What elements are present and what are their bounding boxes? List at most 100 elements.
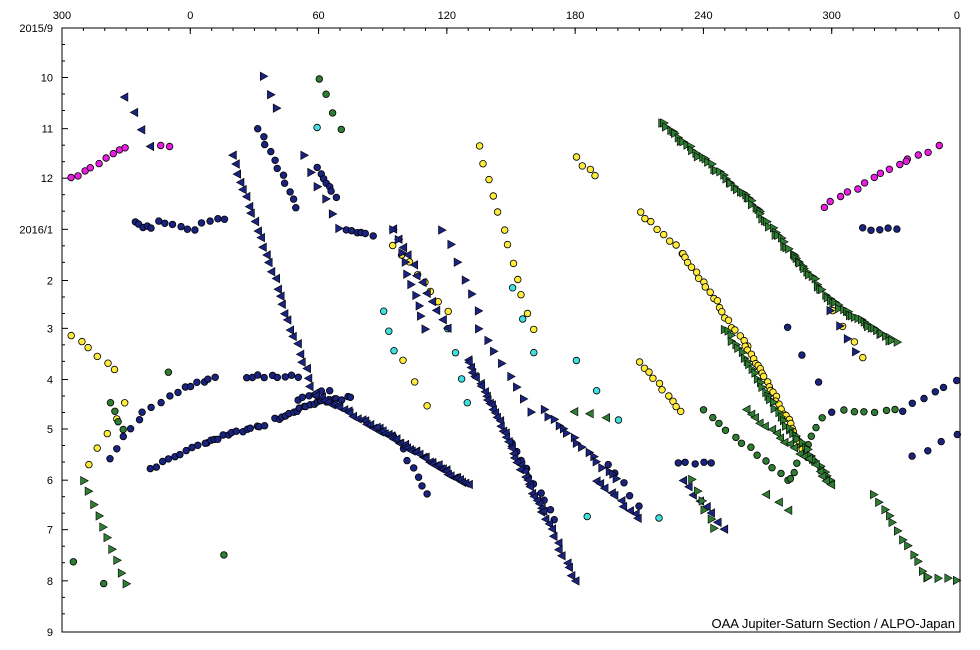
green-circle-point [99, 579, 108, 588]
yellow-circle-point [475, 142, 484, 150]
navy-triangle-left-point [507, 443, 516, 453]
navy-circle-point [152, 463, 161, 471]
yellow-circle-point [683, 258, 692, 267]
green-triangle-right-point [914, 556, 923, 567]
navy-triangle-left-point [464, 357, 473, 367]
navy-triangle-left-point [529, 491, 539, 502]
navy-triangle-right-point [447, 239, 457, 250]
navy-triangle-left-point [712, 517, 722, 528]
yellow-circle-point [78, 337, 86, 346]
navy-triangle-left-point [238, 184, 247, 195]
y-tick-label: 2 [47, 275, 53, 287]
navy-triangle-left-point [232, 169, 241, 179]
navy-triangle-left-point [273, 284, 282, 295]
cyan-circle-point [530, 348, 538, 357]
yellow-circle-point [718, 308, 726, 316]
yellow-circle-point [93, 352, 101, 361]
green-circle-point [747, 443, 755, 451]
navy-circle-point [798, 351, 806, 359]
navy-triangle-left-point [706, 508, 715, 518]
yellow-circle-point [658, 386, 666, 394]
yellow-circle-point [724, 316, 733, 324]
green-triangle-right-point [661, 122, 671, 132]
yellow-circle-point [93, 444, 101, 452]
axes-layer: 300 0 60 120 180 240 300 0 2015/9 10 11 12 2016/1 2 3 4… [19, 10, 961, 639]
green-triangle-right-point [899, 535, 908, 545]
navy-triangle-left-point [398, 242, 408, 253]
navy-circle-point [783, 323, 792, 331]
y-tick-label: 12 [41, 173, 53, 185]
navy-triangle-left-point [520, 466, 530, 477]
green-triangle-right-point [710, 523, 719, 534]
green-triangle-left-point [783, 505, 793, 516]
yellow-circle-point [85, 460, 93, 469]
navy-triangle-left-point [496, 421, 505, 432]
navy-circle-point [273, 164, 281, 173]
navy-triangle-right-point [475, 324, 484, 334]
green-triangle-right-point [99, 522, 108, 532]
navy-circle-point [147, 403, 155, 412]
green-triangle-left-point [772, 428, 782, 438]
navy-triangle-left-point [566, 570, 576, 581]
navy-triangle-right-point [598, 463, 607, 473]
green-triangle-right-point [734, 343, 743, 354]
yellow-circle-point [731, 326, 739, 334]
green-triangle-right-point [727, 336, 737, 347]
y-tick-label: 8 [47, 576, 53, 588]
navy-triangle-left-point [631, 508, 640, 519]
green-triangle-right-point [817, 284, 827, 295]
x-tick-label: 180 [566, 10, 584, 22]
navy-triangle-left-point [258, 242, 267, 252]
navy-circle-point [271, 156, 279, 164]
navy-triangle-left-point [119, 92, 129, 102]
y-tick-label: 10 [41, 73, 53, 85]
green-triangle-right-point [886, 511, 895, 521]
y-tick-label: 7 [47, 525, 53, 537]
yellow-circle-point [665, 392, 673, 400]
x-tick-label: 0 [954, 10, 960, 22]
navy-triangle-left-point [678, 475, 688, 486]
navy-triangle-right-point [267, 89, 276, 100]
navy-circle-point [369, 232, 377, 240]
cyan-circle-point [451, 349, 460, 357]
green-triangle-right-point [952, 575, 962, 586]
navy-circle-point [537, 489, 545, 497]
navy-triangle-left-point [556, 551, 566, 561]
navy-triangle-right-point [843, 334, 853, 344]
navy-triangle-right-point [498, 358, 507, 369]
navy-triangle-left-point [256, 232, 265, 243]
navy-triangle-right-point [555, 421, 565, 431]
yellow-circle-point [444, 307, 452, 316]
magenta-circle-point [820, 203, 829, 212]
cyan-circle-point [583, 512, 591, 521]
navy-triangle-left-point [504, 436, 513, 447]
navy-circle-point [260, 373, 268, 382]
green-triangle-right-point [751, 368, 761, 378]
green-triangle-left-point [789, 442, 799, 453]
navy-triangle-left-point [525, 481, 534, 492]
navy-triangle-left-point [538, 506, 548, 517]
green-triangle-left-point [750, 412, 759, 423]
green-circle-point [882, 406, 891, 415]
magenta-circle-point [109, 149, 117, 158]
green-triangle-left-point [774, 497, 783, 507]
navy-circle-point [899, 407, 907, 415]
navy-triangle-right-point [394, 234, 404, 245]
navy-circle-point [182, 446, 190, 455]
green-triangle-right-point [688, 474, 697, 485]
green-triangle-left-point [741, 404, 751, 415]
navy-circle-point [186, 382, 195, 391]
green-triangle-left-point [826, 479, 836, 490]
navy-triangle-left-point [509, 453, 519, 463]
navy-triangle-left-point [411, 271, 421, 281]
yellow-circle-point [493, 208, 502, 216]
navy-circle-point [254, 371, 262, 379]
navy-circle-point [176, 450, 184, 459]
green-triangle-left-point [821, 476, 830, 486]
navy-circle-point [674, 459, 682, 467]
yellow-circle-point [692, 268, 701, 276]
yellow-circle-point [530, 325, 538, 334]
magenta-circle-point [924, 148, 932, 157]
navy-circle-point [214, 214, 222, 223]
navy-triangle-right-point [612, 473, 622, 484]
